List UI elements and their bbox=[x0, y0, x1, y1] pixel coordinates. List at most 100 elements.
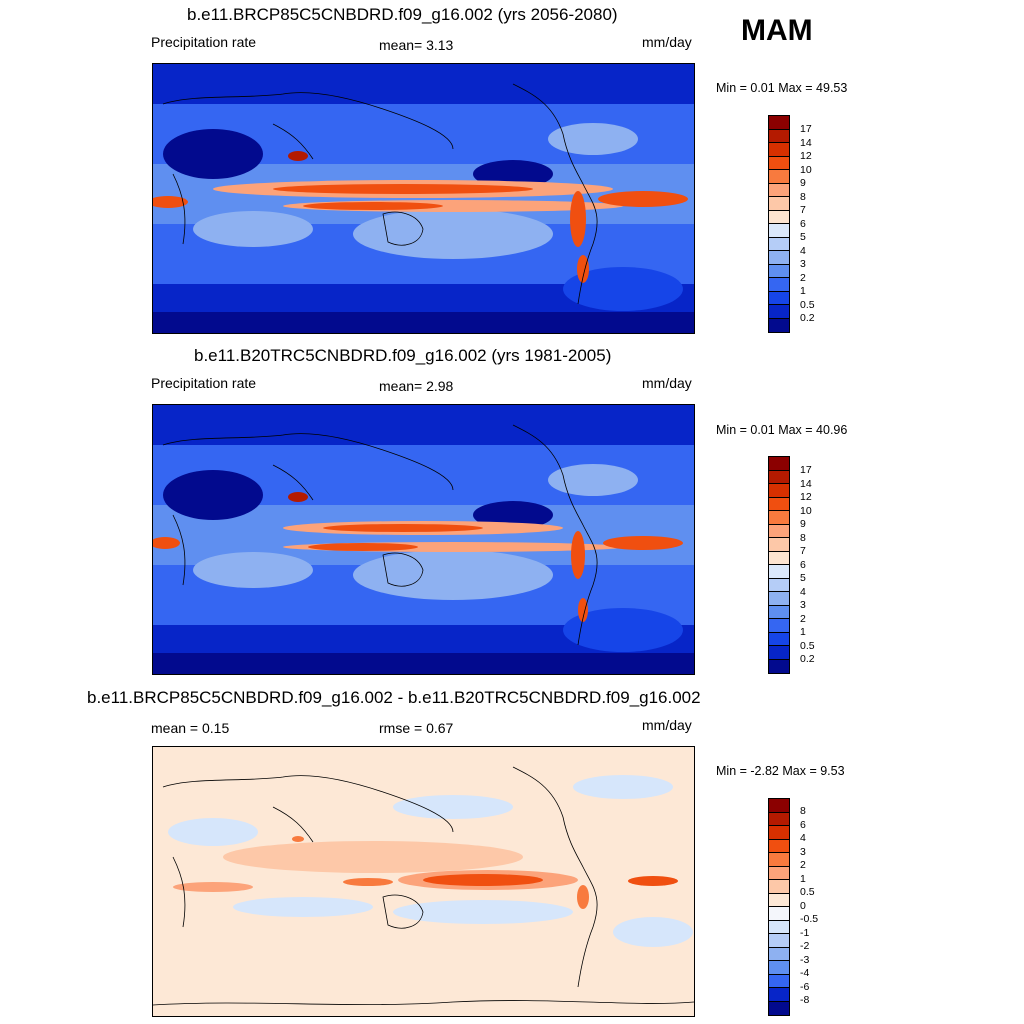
panel-2-colorbar-tick: 12 bbox=[800, 491, 812, 503]
panel-2-colorbar-tick: 3 bbox=[800, 599, 806, 611]
panel-1-variable-label: Precipitation rate bbox=[151, 34, 257, 50]
colorbar-swatch bbox=[769, 551, 789, 565]
colorbar-swatch bbox=[769, 592, 789, 606]
colorbar-swatch bbox=[769, 893, 789, 907]
panel-3-colorbar-tick: -4 bbox=[800, 967, 810, 979]
panel-2-map bbox=[152, 404, 695, 675]
panel-1-colorbar-tick: 3 bbox=[800, 258, 806, 270]
colorbar-swatch bbox=[769, 511, 789, 525]
panel-3-colorbar-tick: -1 bbox=[800, 927, 810, 939]
colorbar-swatch bbox=[769, 278, 789, 292]
colorbar-swatch bbox=[769, 1001, 789, 1015]
panel-2-colorbar-tick: 10 bbox=[800, 505, 812, 517]
colorbar-swatch bbox=[769, 880, 789, 894]
panel-3-minmax: Min = -2.82 Max = 9.53 bbox=[716, 764, 845, 778]
panel-3-rmse-label: rmse = 0.67 bbox=[379, 720, 454, 736]
colorbar-swatch bbox=[769, 947, 789, 961]
season-label: MAM bbox=[741, 14, 813, 47]
colorbar-swatch bbox=[769, 237, 789, 251]
panel-3-colorbar-tick: 6 bbox=[800, 819, 806, 831]
colorbar-swatch bbox=[769, 907, 789, 921]
colorbar-swatch bbox=[769, 143, 789, 157]
panel-2-colorbar-tick: 14 bbox=[800, 478, 812, 490]
panel-3-colorbar bbox=[768, 798, 790, 1016]
panel-1-colorbar-tick: 17 bbox=[800, 123, 812, 135]
colorbar-swatch bbox=[769, 129, 789, 143]
panel-2-colorbar-tick: 4 bbox=[800, 586, 806, 598]
panel-3-map-svg bbox=[153, 747, 694, 1016]
colorbar-swatch bbox=[769, 183, 789, 197]
colorbar-swatch bbox=[769, 524, 789, 538]
panel-3-colorbar-tick: 8 bbox=[800, 805, 806, 817]
panel-2-minmax: Min = 0.01 Max = 40.96 bbox=[716, 423, 848, 437]
panel-1-colorbar-tick: 0.5 bbox=[800, 299, 815, 311]
panel-3-colorbar-tick: -8 bbox=[800, 994, 810, 1006]
panel-1-map-svg bbox=[153, 64, 694, 333]
panel-3-title: b.e11.BRCP85C5CNBDRD.f09_g16.002 - b.e11… bbox=[87, 688, 701, 707]
colorbar-swatch bbox=[769, 920, 789, 934]
colorbar-swatch bbox=[769, 578, 789, 592]
panel-3-colorbar-tick: 0.5 bbox=[800, 886, 815, 898]
panel-1-colorbar-tick: 4 bbox=[800, 245, 806, 257]
panel-2-map-svg bbox=[153, 405, 694, 674]
panel-2-colorbar-tick: 1 bbox=[800, 626, 806, 638]
panel-1-colorbar-tick: 1 bbox=[800, 285, 806, 297]
colorbar-swatch bbox=[769, 799, 789, 813]
colorbar-swatch bbox=[769, 264, 789, 278]
panel-1-colorbar-tick: 6 bbox=[800, 218, 806, 230]
panel-2-colorbar bbox=[768, 456, 790, 674]
panel-3-colorbar-tick: -0.5 bbox=[800, 913, 819, 925]
panel-2-colorbar-tick: 9 bbox=[800, 518, 806, 530]
panel-2-colorbar-tick: 0.2 bbox=[800, 653, 815, 665]
panel-2-colorbar-tick: 17 bbox=[800, 464, 812, 476]
panel-2-mean-label: mean= 2.98 bbox=[379, 378, 454, 394]
colorbar-swatch bbox=[769, 197, 789, 211]
panel-3-colorbar-tick: 4 bbox=[800, 832, 806, 844]
panel-1-title: b.e11.BRCP85C5CNBDRD.f09_g16.002 (yrs 20… bbox=[187, 5, 618, 24]
colorbar-swatch bbox=[769, 974, 789, 988]
colorbar-swatch bbox=[769, 853, 789, 867]
panel-2-colorbar-tick: 6 bbox=[800, 559, 806, 571]
colorbar-swatch bbox=[769, 251, 789, 265]
colorbar-swatch bbox=[769, 632, 789, 646]
colorbar-swatch bbox=[769, 305, 789, 319]
colorbar-swatch bbox=[769, 318, 789, 332]
panel-1-map bbox=[152, 63, 695, 334]
panel-3-colorbar-tick: 1 bbox=[800, 873, 806, 885]
colorbar-swatch bbox=[769, 812, 789, 826]
panel-1-colorbar-tick: 10 bbox=[800, 164, 812, 176]
colorbar-swatch bbox=[769, 291, 789, 305]
panel-1-mean-label: mean= 3.13 bbox=[379, 37, 454, 53]
colorbar-swatch bbox=[769, 866, 789, 880]
panel-3-mean-label: mean = 0.15 bbox=[151, 720, 230, 736]
colorbar-swatch bbox=[769, 156, 789, 170]
panel-1-colorbar-tick: 2 bbox=[800, 272, 806, 284]
colorbar-swatch bbox=[769, 961, 789, 975]
colorbar-swatch bbox=[769, 170, 789, 184]
colorbar-swatch bbox=[769, 826, 789, 840]
panel-2-colorbar-tick: 5 bbox=[800, 572, 806, 584]
panel-2-title: b.e11.B20TRC5CNBDRD.f09_g16.002 (yrs 198… bbox=[194, 346, 612, 365]
colorbar-swatch bbox=[769, 484, 789, 498]
panel-2-colorbar-tick: 7 bbox=[800, 545, 806, 557]
panel-3-colorbar-tick: 3 bbox=[800, 846, 806, 858]
colorbar-swatch bbox=[769, 470, 789, 484]
colorbar-swatch bbox=[769, 210, 789, 224]
colorbar-swatch bbox=[769, 605, 789, 619]
colorbar-swatch bbox=[769, 619, 789, 633]
colorbar-swatch bbox=[769, 565, 789, 579]
panel-2-colorbar-tick: 2 bbox=[800, 613, 806, 625]
panel-3-colorbar-tick: 2 bbox=[800, 859, 806, 871]
panel-2-units: mm/day bbox=[642, 375, 692, 391]
panel-1-colorbar-tick: 9 bbox=[800, 177, 806, 189]
panel-3-map bbox=[152, 746, 695, 1017]
panel-1-colorbar-tick: 14 bbox=[800, 137, 812, 149]
panel-3-colorbar-tick: -6 bbox=[800, 981, 810, 993]
colorbar-swatch bbox=[769, 497, 789, 511]
colorbar-swatch bbox=[769, 457, 789, 471]
panel-1-colorbar-tick: 8 bbox=[800, 191, 806, 203]
panel-1-units: mm/day bbox=[642, 34, 692, 50]
panel-3-colorbar-tick: 0 bbox=[800, 900, 806, 912]
panel-2-colorbar-tick: 8 bbox=[800, 532, 806, 544]
colorbar-swatch bbox=[769, 659, 789, 673]
